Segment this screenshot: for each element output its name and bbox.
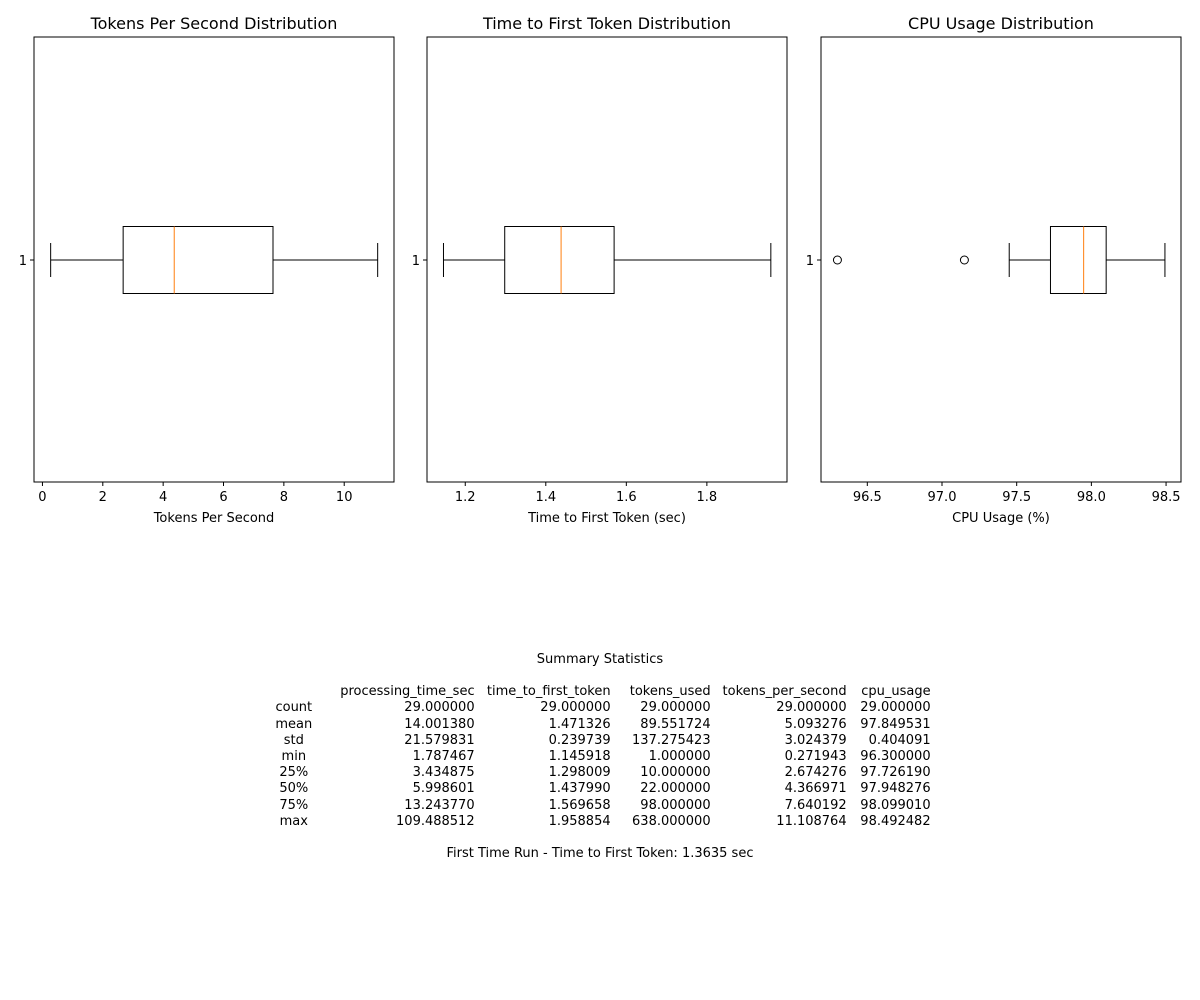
summary-cell: 0.271943 xyxy=(784,749,847,765)
summary-row-label: 75% xyxy=(279,797,309,813)
x-tick-label: 10 xyxy=(336,490,353,505)
iqr-box xyxy=(1049,226,1107,294)
summary-cell: 10.000000 xyxy=(640,765,711,781)
x-tick-label: 98.0 xyxy=(1077,490,1106,505)
summary-cell: 7.640192 xyxy=(784,797,847,813)
summary-header-index xyxy=(269,684,334,700)
summary-cell: 97.849531 xyxy=(860,716,931,732)
summary-header-cpu-usage: cpu_usage xyxy=(861,684,931,700)
chart-title: Time to First Token Distribution xyxy=(482,14,731,33)
summary-header-processing-time: processing_time_sec xyxy=(340,684,475,700)
x-tick-label: 1.2 xyxy=(455,490,476,505)
iqr-box xyxy=(122,226,274,294)
summary-row-label: 25% xyxy=(279,765,309,781)
x-axis-label: Time to First Token (sec) xyxy=(527,511,686,526)
summary-header-tokens-used: tokens_used xyxy=(629,684,711,700)
x-tick-label: 96.5 xyxy=(853,490,882,505)
summary-cell: 5.093276 xyxy=(784,716,847,732)
summary-row-label: 50% xyxy=(279,781,309,797)
x-tick-label: 1.6 xyxy=(616,490,637,505)
summary-cell: 2.674276 xyxy=(784,765,847,781)
summary-cell: 29.000000 xyxy=(860,700,931,716)
summary-cell: 29.000000 xyxy=(404,700,475,716)
summary-cell: 1.298009 xyxy=(548,765,611,781)
summary-cell: 21.579831 xyxy=(404,732,475,748)
x-tick-label: 4 xyxy=(159,490,167,505)
x-tick-label: 98.5 xyxy=(1152,490,1181,505)
summary-cell: 0.404091 xyxy=(868,732,931,748)
summary-row-min: min 1.787467 1.145918 1.000000 0.271943 96.30… xyxy=(269,749,931,765)
x-tick-label: 8 xyxy=(280,490,288,505)
y-tick-label: 1 xyxy=(806,254,814,269)
summary-row-50pct: 50% 5.998601 1.437990 22.000000 4.366971 97.9… xyxy=(269,781,930,797)
summary-cell: 98.492482 xyxy=(860,813,931,829)
summary-cell: 1.471326 xyxy=(548,716,611,732)
summary-cell: 29.000000 xyxy=(540,700,611,716)
summary-header-row: processing_time_sec time_to_first_token … xyxy=(269,684,930,700)
summary-cell: 1.437990 xyxy=(548,781,611,797)
summary-title: Summary Statistics xyxy=(536,652,664,667)
iqr-box xyxy=(504,226,615,294)
summary-table: processing_time_sec time_to_first_token … xyxy=(269,684,930,830)
summary-table-header: processing_time_sec time_to_first_token … xyxy=(269,684,930,700)
summary-statistics: Summary Statistics processing_time_sec t… xyxy=(0,652,1200,862)
summary-cell: 11.108764 xyxy=(776,813,847,829)
outlier-point xyxy=(959,255,969,265)
summary-cell: 3.024379 xyxy=(784,732,847,748)
boxplot-figure: Tokens Per Second Distribution 0 2 4 6 8 10 1 To… xyxy=(19,14,1182,526)
summary-row-std: std 21.579831 0.239739 137.275423 3.024379 0.… xyxy=(269,732,931,749)
x-tick-label: 0 xyxy=(38,490,46,505)
summary-row-label: count xyxy=(275,700,313,716)
x-tick-label: 1.8 xyxy=(697,490,718,505)
summary-cell: 98.000000 xyxy=(640,797,711,813)
summary-cell: 89.551724 xyxy=(640,716,711,732)
summary-row-label: std xyxy=(283,732,304,748)
x-tick-label: 6 xyxy=(219,490,227,505)
summary-cell: 22.000000 xyxy=(640,781,711,797)
summary-cell: 1.787467 xyxy=(412,749,475,765)
outlier-point xyxy=(832,255,842,265)
y-tick-label: 1 xyxy=(412,254,420,269)
chart-title: CPU Usage Distribution xyxy=(908,14,1094,33)
summary-cell: 29.000000 xyxy=(776,700,847,716)
summary-cell: 1.000000 xyxy=(648,749,711,765)
x-tick-label: 97.5 xyxy=(1002,490,1031,505)
x-axis-label: CPU Usage (%) xyxy=(952,511,1050,526)
summary-cell: 638.000000 xyxy=(632,813,711,829)
summary-cell: 1.145918 xyxy=(548,749,611,765)
summary-row-25pct: 25% 3.434875 1.298009 10.000000 2.674276 97.7… xyxy=(269,765,930,781)
x-axis-label: Tokens Per Second xyxy=(153,511,275,526)
summary-cell: 14.001380 xyxy=(404,716,475,732)
summary-cell: 98.099010 xyxy=(860,797,931,813)
summary-cell: 1.569658 xyxy=(548,797,611,813)
summary-cell: 109.488512 xyxy=(396,813,475,829)
summary-cell: 13.243770 xyxy=(404,797,475,813)
summary-header-time-to-first-token: time_to_first_token xyxy=(486,684,611,700)
summary-cell: 29.000000 xyxy=(640,700,711,716)
summary-row-max: max 109.488512 1.958854 638.000000 11.108764… xyxy=(269,813,931,830)
summary-row-label: mean xyxy=(275,716,313,732)
summary-cell: 96.300000 xyxy=(860,749,931,765)
summary-footnote: First Time Run - Time to First Token: 1.… xyxy=(446,846,754,862)
summary-cell: 3.434875 xyxy=(412,765,475,781)
y-tick-label: 1 xyxy=(19,254,27,269)
summary-cell: 137.275423 xyxy=(632,732,711,748)
summary-cell: 0.239739 xyxy=(548,732,611,748)
summary-row-75pct: 75% 13.243770 1.569658 98.000000 7.640192 98.… xyxy=(269,798,930,814)
summary-row-label: min xyxy=(281,749,307,765)
x-tick-label: 2 xyxy=(99,490,107,505)
x-tick-label: 1.4 xyxy=(535,490,556,505)
summary-cell: 97.948276 xyxy=(860,781,931,797)
summary-row-count: count 29.000000 29.000000 29.000000 29.00000… xyxy=(269,700,930,716)
summary-row-mean: mean 14.001380 1.471326 89.551724 5.093276 97… xyxy=(269,717,930,733)
summary-cell: 4.366971 xyxy=(784,781,847,797)
summary-header-tokens-per-second: tokens_per_second xyxy=(722,684,847,700)
x-tick-label: 97.0 xyxy=(928,490,957,505)
chart-title: Tokens Per Second Distribution xyxy=(90,14,338,33)
summary-cell: 1.958854 xyxy=(548,813,611,829)
summary-cell: 97.726190 xyxy=(860,765,931,781)
summary-row-label: max xyxy=(279,813,308,829)
summary-cell: 5.998601 xyxy=(412,781,475,797)
summary-table-body: count 29.000000 29.000000 29.000000 29.00000… xyxy=(269,700,930,830)
